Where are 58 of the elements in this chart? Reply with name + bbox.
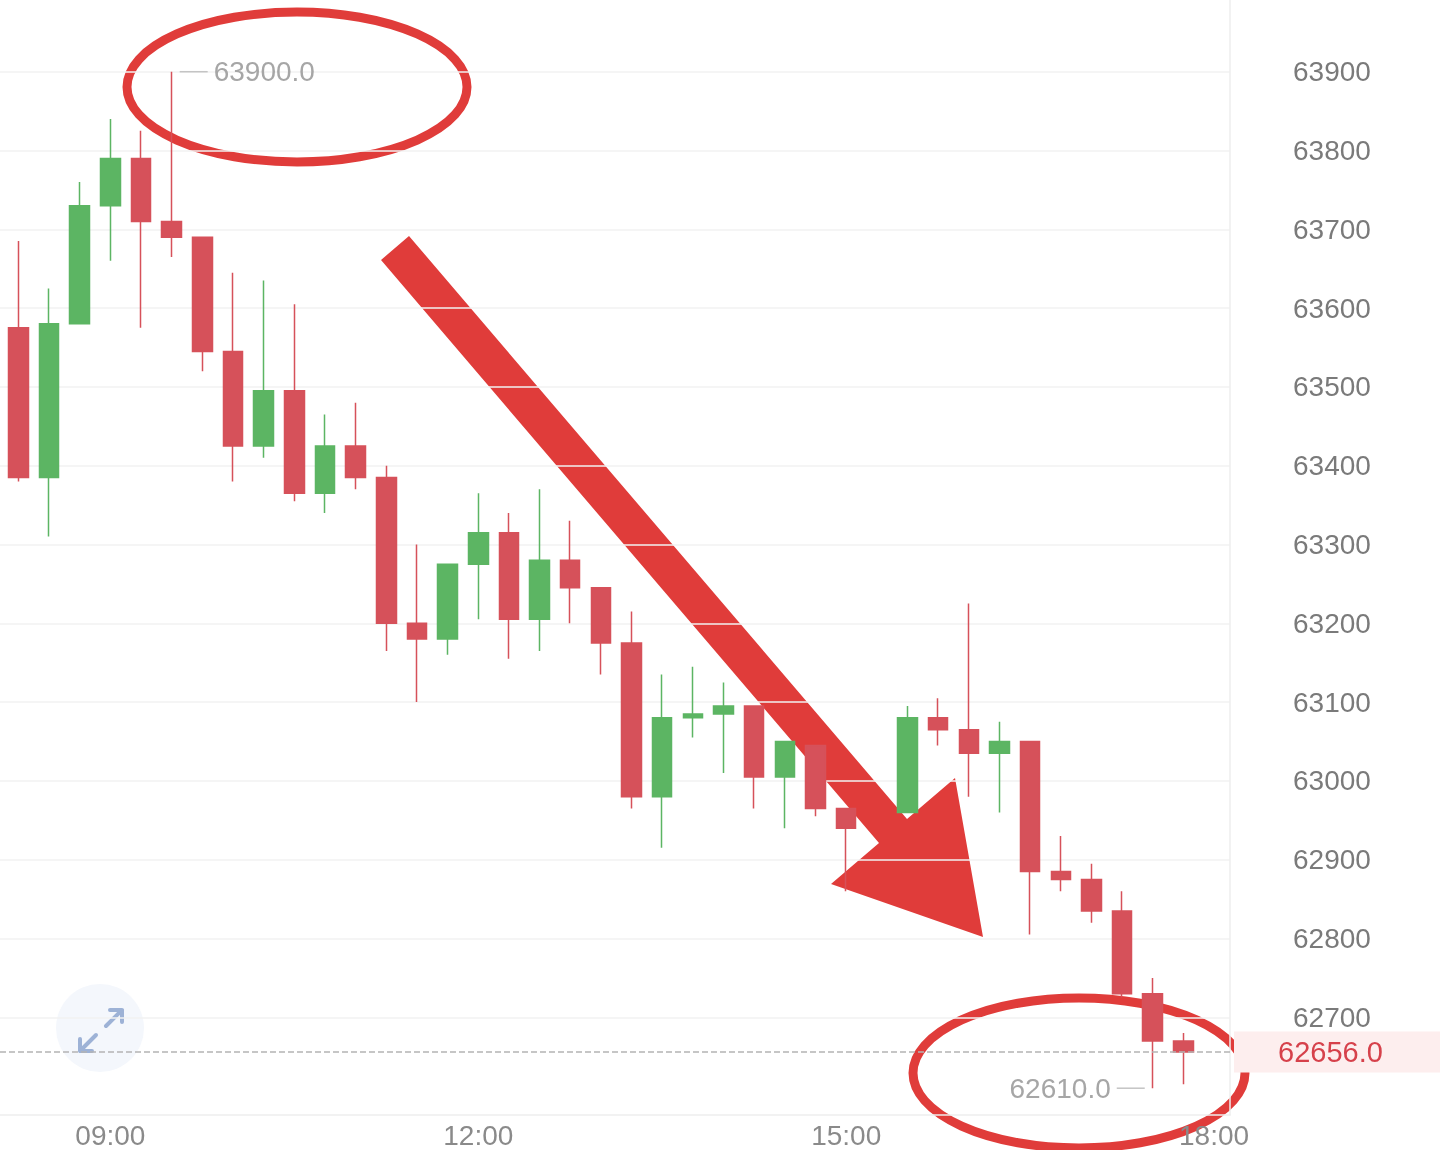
annotation: 62610.0	[1009, 1072, 1111, 1104]
candlestick	[375, 464, 398, 652]
y-tick-label: 63100	[1293, 686, 1371, 718]
y-tick-label: 62900	[1293, 844, 1371, 876]
candlestick	[467, 492, 490, 621]
candlestick	[344, 401, 367, 491]
y-tick-label: 63900	[1293, 56, 1371, 88]
y-tick-label: 63200	[1293, 607, 1371, 639]
x-tick-label: 12:00	[443, 1119, 514, 1150]
candlestick	[1111, 890, 1133, 999]
y-tick-label: 63700	[1293, 213, 1371, 245]
y-tick-label: 63800	[1293, 135, 1371, 167]
candlestick	[958, 602, 980, 798]
candlestick	[1080, 862, 1103, 924]
candlestick	[436, 563, 459, 656]
y-tick-label: 63300	[1293, 529, 1371, 560]
annotation: 63900.0	[213, 56, 315, 88]
candlestick	[988, 721, 1011, 814]
candlestick	[7, 240, 30, 483]
candlestick	[222, 271, 244, 483]
x-tick-label: 15:00	[811, 1119, 882, 1150]
candlestick	[130, 130, 152, 329]
candlestick	[590, 587, 612, 676]
candlestick	[896, 705, 919, 814]
y-tick-label: 63600	[1293, 292, 1371, 324]
candlestick	[38, 287, 60, 538]
candlestick	[712, 681, 735, 774]
x-tick-label: 09:00	[75, 1119, 146, 1150]
y-tick-label: 62800	[1293, 922, 1371, 954]
candlestick	[682, 665, 704, 739]
y-tick-label: 62700	[1293, 1001, 1371, 1033]
candlestick	[1050, 835, 1072, 892]
candlestick	[1019, 740, 1041, 936]
candlestick	[498, 512, 520, 660]
candlestick	[927, 697, 949, 747]
candlestick	[528, 488, 551, 652]
x-tick-label: 18:00	[1179, 1119, 1250, 1150]
candlestick	[406, 543, 428, 703]
candlestick	[743, 705, 765, 810]
candlestick	[1141, 977, 1164, 1089]
candlestick	[835, 807, 857, 892]
candlestick	[804, 744, 827, 818]
candlestick	[68, 181, 91, 325]
candlestick	[99, 118, 122, 262]
candlestick	[283, 303, 306, 502]
candlestick	[774, 740, 796, 829]
ref-line-label: 62656.0	[1278, 1035, 1383, 1068]
candlestick	[1172, 1032, 1195, 1086]
candlestick	[160, 70, 183, 258]
candlestick	[651, 673, 673, 849]
candlestick	[559, 520, 581, 625]
candlestick	[252, 279, 275, 459]
y-tick-label: 63500	[1293, 371, 1371, 403]
candlestick	[620, 610, 643, 810]
y-tick-label: 63000	[1293, 765, 1371, 797]
candlestick	[191, 236, 214, 372]
y-tick-label: 63400	[1293, 450, 1371, 482]
candlestick	[314, 413, 336, 514]
